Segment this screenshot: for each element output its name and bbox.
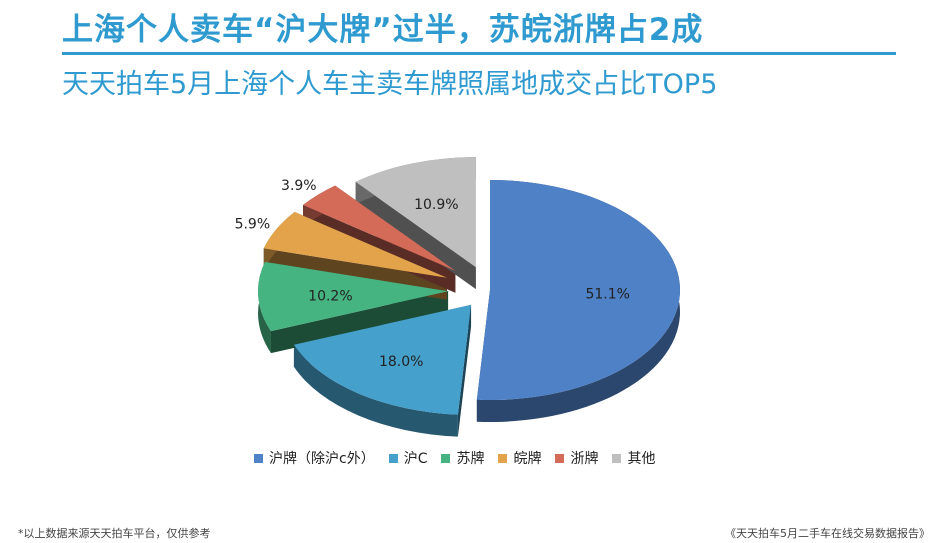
data-label-zhe: 3.9% [281, 178, 317, 194]
legend-item-wan: 皖牌 [498, 448, 541, 468]
title-divider [62, 52, 896, 55]
legend-swatch [612, 453, 622, 463]
data-label-other: 10.9% [414, 197, 458, 213]
legend-label: 浙牌 [570, 451, 599, 467]
footnote: *以上数据来源天天拍车平台，仅供参考 [18, 527, 211, 540]
legend-label: 皖牌 [513, 451, 542, 467]
legend-swatch [555, 453, 565, 463]
legend-item-other: 其他 [612, 448, 655, 468]
legend-swatch [388, 453, 398, 463]
pie-slice-other [355, 157, 476, 268]
pie-slice-zhe [303, 185, 456, 271]
legend-label: 沪牌（除沪c外） [269, 451, 375, 467]
pie-slice-wan [263, 212, 447, 278]
legend-swatch [498, 453, 508, 463]
pie-slice-hu [476, 180, 681, 401]
legend-item-hu: 沪牌（除沪c外） [254, 448, 375, 468]
legend-label: 苏牌 [456, 451, 485, 467]
chart-legend: 沪牌（除沪c外） 沪C 苏牌 皖牌 浙牌 其他 [254, 448, 669, 468]
chart-title: 上海个人卖车“沪大牌”过半，苏皖浙牌占2成 [62, 12, 704, 48]
data-label-hu: 51.1% [585, 286, 629, 302]
legend-item-su: 苏牌 [441, 448, 484, 468]
legend-item-huc: 沪C [388, 448, 428, 468]
legend-item-zhe: 浙牌 [555, 448, 598, 468]
legend-label: 其他 [627, 451, 656, 467]
pie-slice-su [258, 261, 449, 332]
legend-swatch [441, 453, 451, 463]
data-label-su: 10.2% [308, 289, 352, 305]
data-label-huc: 18.0% [379, 354, 423, 370]
source-citation: 《天天拍车5月二手车在线交易数据报告》 [725, 527, 930, 540]
data-label-wan: 5.9% [235, 217, 271, 233]
legend-swatch [254, 453, 263, 463]
legend-label: 沪C [403, 451, 428, 467]
pie-slice-huc [293, 304, 472, 415]
chart-subtitle: 天天拍车5月上海个人车主卖车牌照属地成交占比TOP5 [62, 69, 718, 100]
